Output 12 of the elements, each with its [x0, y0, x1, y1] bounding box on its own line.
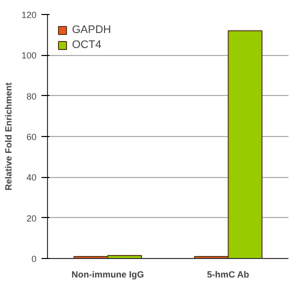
legend-label: OCT4 [72, 39, 102, 51]
x-tick-label: 5-hmC Ab [207, 270, 250, 280]
y-tick-label: 40 [26, 172, 37, 183]
y-tick-label: 100 [21, 50, 37, 61]
y-tick-label: 80 [26, 91, 37, 102]
y-axis-title: Relative Fold Enrichment [3, 82, 14, 191]
y-tick-label: 0 [31, 254, 37, 264]
y-tick-label: 20 [26, 213, 37, 224]
y-tick-label: 120 [21, 10, 37, 20]
x-tick-label: Non-immune IgG [72, 270, 144, 280]
y-tick-label: 60 [26, 132, 37, 142]
legend-label: GAPDH [72, 24, 112, 36]
